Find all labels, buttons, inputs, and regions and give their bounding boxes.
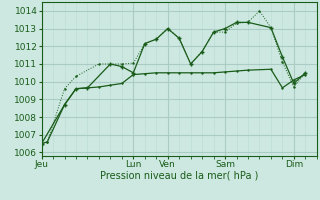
X-axis label: Pression niveau de la mer( hPa ): Pression niveau de la mer( hPa ): [100, 171, 258, 181]
